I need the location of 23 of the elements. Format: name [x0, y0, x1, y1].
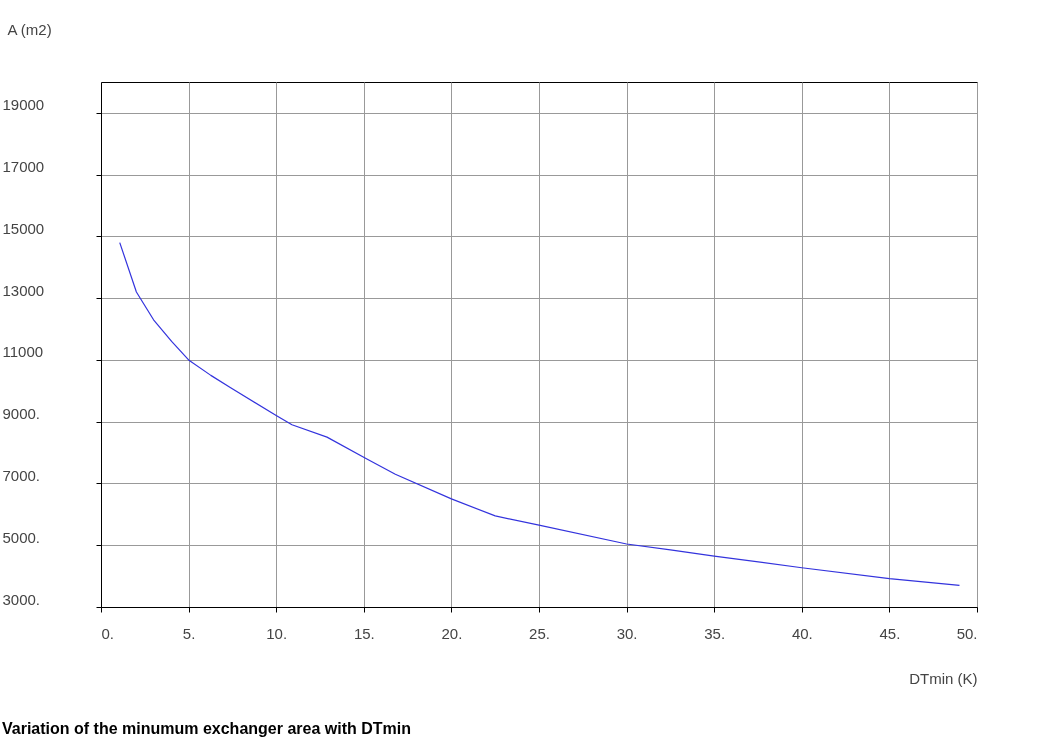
x-tick-label: 50.: [956, 624, 978, 642]
y-axis-title: A (m2): [7, 20, 52, 38]
x-tick-label: 40.: [791, 624, 813, 642]
y-tick-label: 7000.: [2, 466, 41, 484]
y-tick-label: 3000.: [2, 590, 41, 608]
x-tick-label: 5.: [182, 624, 196, 642]
y-tick-label: 5000.: [2, 528, 41, 546]
x-tick-label: 35.: [704, 624, 726, 642]
y-tick-label: 11000: [2, 343, 44, 361]
x-tick-label: 15.: [353, 624, 375, 642]
x-tick-label: 25.: [529, 624, 550, 642]
x-tick-label: 10.: [266, 624, 288, 642]
x-tick-label: 0.: [101, 624, 115, 642]
y-tick-label: 13000: [2, 281, 45, 299]
y-tick-label: 9000.: [2, 405, 41, 423]
text: Variation of the minumum exchanger area with DTmin: [2, 720, 411, 737]
x-tick-label: 45.: [879, 624, 901, 642]
y-tick-label: 15000: [2, 219, 45, 237]
y-tick-label: 17000: [2, 158, 45, 176]
x-tick-label: 20.: [441, 624, 463, 642]
y-tick-label: 19000: [2, 96, 45, 114]
x-axis-title: DTmin (K): [909, 669, 978, 687]
x-tick-label: 30.: [616, 624, 638, 642]
